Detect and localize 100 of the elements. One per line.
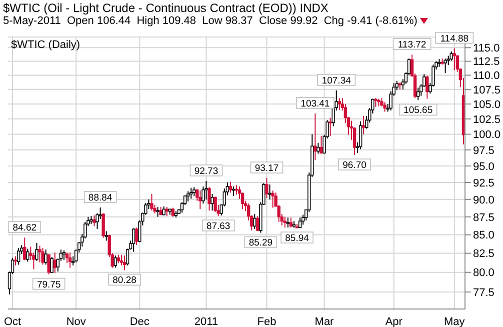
candlestick [286,217,290,228]
annotation: 88.84 [88,192,112,204]
annotation: 85.94 [285,233,309,244]
candlestick [289,217,293,228]
candlestick [186,190,190,202]
y-tick-label: 100.0 [473,129,501,142]
y-tick-label: 90.0 [473,194,494,206]
y-tick-label: 110.0 [473,70,500,82]
candlestick [328,117,332,137]
candlestick [426,75,429,100]
x-tick-label: Feb [257,316,276,327]
candlestick [53,252,56,274]
candlestick [214,196,217,212]
candlestick [114,255,118,268]
candlestick [444,58,447,74]
candlestick [14,256,18,266]
annotation: 105.65 [404,105,433,116]
y-tick-label: 77.5 [473,286,494,299]
y-tick-label: 112.5 [473,56,500,68]
candlestick [316,142,320,154]
annotation: 85.29 [248,238,273,249]
y-tick-label: 97.5 [473,144,494,157]
candlestick [102,212,105,238]
x-tick-label: Apr [385,316,403,327]
candlestick [198,190,202,210]
annotation: 87.63 [206,220,230,232]
annotation: 103.41 [300,98,330,110]
chart-title: $WTIC (Oil - Light Crude - Continuous Contract (EOD)) INDX [3,1,328,15]
chart-subtitle: 5-May-2011 Open 106.44 High 109.48 Low 98.37 Close 99.92 Chg -9.41 (-8.61%) [3,15,418,27]
candlestick [416,87,420,101]
candlestick [44,249,48,266]
candlestick [234,184,238,196]
candlestick [162,206,166,216]
candlestick [204,180,208,200]
annotation: 114.88 [440,33,469,44]
x-tick-label: Dec [130,316,150,327]
candlestick [383,102,386,112]
y-tick-label: 102.5 [473,114,501,126]
candlestick [16,248,20,266]
annotation: $WTIC (Daily) [11,39,80,51]
candlestick [452,48,456,71]
candlestick [271,190,274,208]
candlestick [171,207,175,218]
x-tick-label: Oct [4,316,22,327]
candlestick [98,206,102,220]
candlestick [320,136,323,154]
annotation: 92.73 [194,166,218,177]
candlestick [35,242,38,262]
candlestick [338,98,341,110]
candlestick [104,230,108,242]
x-tick-label: 2011 [194,316,218,327]
candlestick [228,181,232,194]
y-tick-label: 80.0 [473,267,494,280]
candlestick [47,254,50,275]
candlestick [50,256,54,274]
y-tick-label: 85.0 [473,230,494,242]
candlestick [298,217,302,228]
candlestick [62,250,66,261]
candlestick [210,193,214,212]
candlestick [283,216,287,228]
y-tick-label: 105.0 [473,98,501,111]
candlestick [314,112,317,161]
candlestick [92,214,96,227]
candlestick [65,252,69,264]
candlestick [68,252,72,268]
candlestick [268,184,272,200]
candlestick [253,214,256,230]
candlestick [165,206,168,217]
candlestick [26,248,30,262]
candlestick [156,206,160,218]
candlestick [120,254,124,266]
y-tick-label: 92.5 [473,177,494,190]
y-tick-label: 87.5 [473,212,494,224]
y-tick-label: 107.5 [473,84,501,96]
annotation: 84.62 [12,222,37,234]
x-tick-label: May [444,316,466,327]
candlestick [132,228,136,252]
annotation: 80.28 [112,275,136,286]
candlestick [232,186,236,196]
candlestick [208,186,211,212]
y-tick-label: 115.0 [473,42,500,55]
annotation: 107.34 [322,75,351,86]
candlestick [189,187,193,200]
candlestick [362,115,366,135]
candlestick [135,227,138,246]
candlestick [122,255,126,271]
candlestick [41,248,44,266]
candlestick [256,216,260,232]
x-tick-label: Nov [66,316,86,327]
x-tick-label: Mar [314,316,334,327]
candlestick [358,120,362,150]
candlestick [38,245,42,263]
annotation: 96.70 [342,160,366,171]
candlestick [150,193,154,212]
candlestick [265,177,268,199]
candlestick [23,237,26,261]
annotation: 113.72 [398,40,426,51]
y-tick-label: 82.5 [473,248,494,260]
annotation: 79.75 [36,279,61,290]
y-tick-label: 95.0 [473,160,494,173]
